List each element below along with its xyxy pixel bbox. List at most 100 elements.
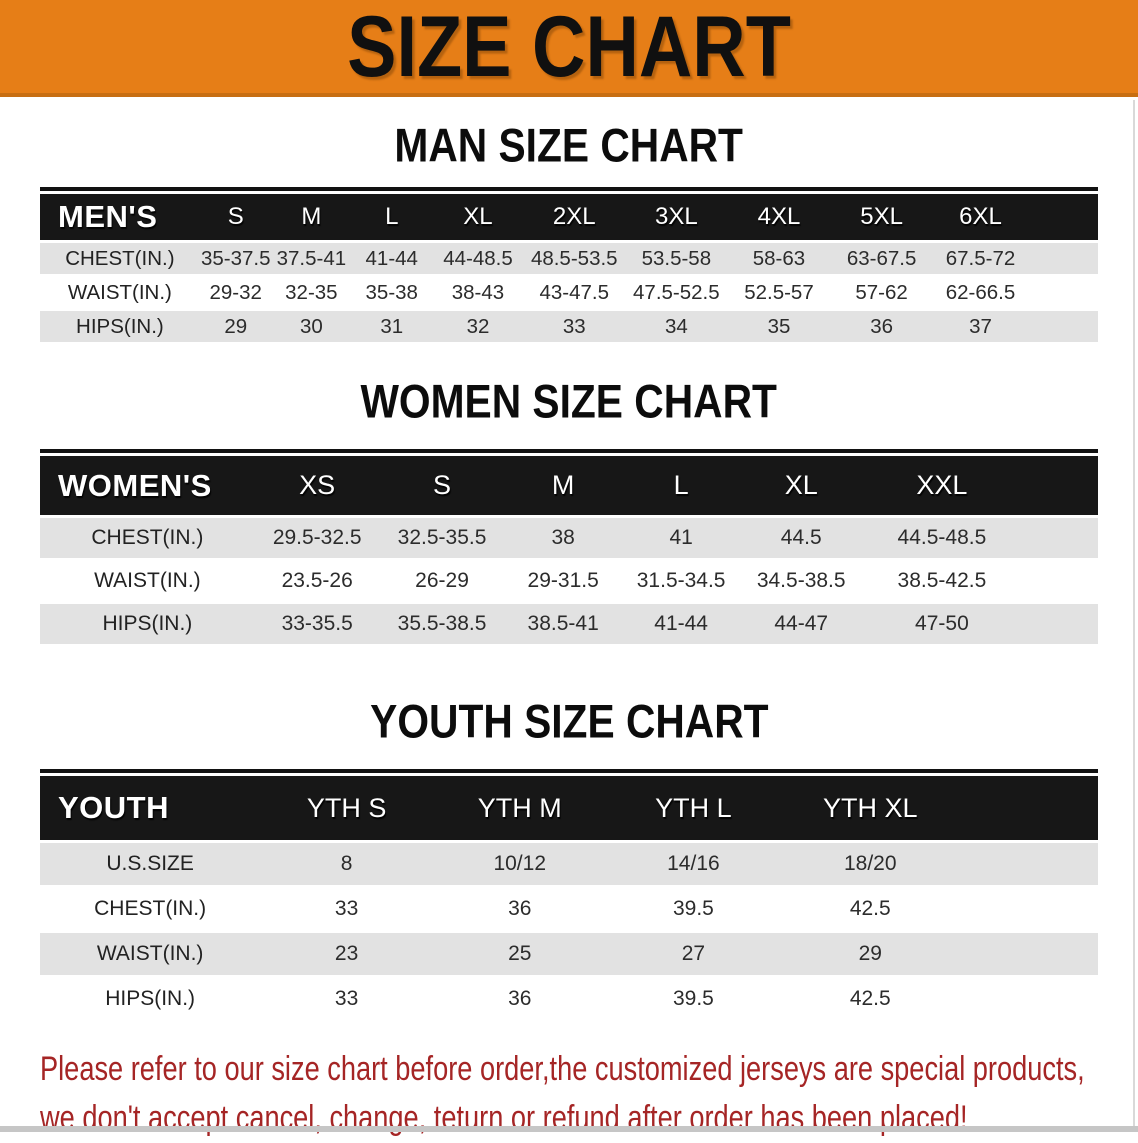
size-column-header: L — [621, 456, 741, 516]
banner-title: SIZE CHART — [347, 0, 791, 95]
table-cell: 31.5-34.5 — [621, 561, 741, 602]
table-cell: 36 — [432, 978, 607, 1021]
table-row: WAIST(IN.) 29-32 32-35 35-38 38-43 43-47.5 47.… — [40, 277, 1098, 309]
women-section-heading-text: WOMEN SIZE CHART — [360, 375, 778, 428]
table-cell: 32-35 — [271, 277, 352, 309]
row-label: HIPS(IN.) — [40, 604, 255, 645]
table-cell: 42.5 — [780, 888, 961, 931]
table-cell: 30 — [271, 311, 352, 343]
spacer-cell — [1028, 277, 1098, 309]
table-cell: 36 — [830, 311, 933, 343]
table-cell: 31 — [351, 311, 433, 343]
table-cell: 41 — [621, 518, 741, 559]
table-cell: 10/12 — [432, 843, 607, 886]
header-row: YOUTH YTH S YTH M YTH L YTH XL — [40, 776, 1098, 841]
bottom-edge-divider — [0, 1126, 1138, 1132]
table-group-label: MEN'S — [40, 194, 200, 241]
table-cell: 34 — [625, 311, 728, 343]
spacer-cell — [1028, 194, 1098, 241]
table-cell: 38-43 — [432, 277, 524, 309]
table-row: HIPS(IN.) 29 30 31 32 33 34 35 36 37 — [40, 311, 1098, 343]
row-label: WAIST(IN.) — [40, 933, 261, 976]
table-cell: 52.5-57 — [727, 277, 831, 309]
size-column-header: 2XL — [523, 194, 626, 241]
table-cell: 38 — [504, 518, 622, 559]
table-cell: 32 — [432, 311, 524, 343]
table-cell: 44-48.5 — [432, 243, 524, 275]
size-column-header: YTH S — [260, 776, 433, 841]
size-column-header: 3XL — [625, 194, 728, 241]
spacer-cell — [960, 888, 1098, 931]
table-cell: 37 — [932, 311, 1029, 343]
table-cell: 35-38 — [351, 277, 433, 309]
table-cell: 39.5 — [606, 978, 781, 1021]
size-column-header: 4XL — [727, 194, 831, 241]
row-label: CHEST(IN.) — [40, 888, 261, 931]
row-label: WAIST(IN.) — [40, 561, 255, 602]
table-row: WAIST(IN.) 23 25 27 29 — [40, 933, 1098, 976]
spacer-cell — [1021, 561, 1098, 602]
spacer-cell — [960, 776, 1098, 841]
row-label: U.S.SIZE — [40, 843, 261, 886]
size-column-header: XL — [740, 456, 863, 516]
right-edge-divider — [1133, 100, 1135, 1126]
table-cell: 44.5-48.5 — [862, 518, 1022, 559]
man-section-heading-text: MAN SIZE CHART — [394, 119, 744, 172]
row-label: HIPS(IN.) — [40, 978, 261, 1021]
table-cell: 63-67.5 — [830, 243, 933, 275]
table-cell: 47-50 — [862, 604, 1022, 645]
table-cell: 25 — [432, 933, 607, 976]
table-cell: 42.5 — [780, 978, 961, 1021]
table-cell: 33-35.5 — [254, 604, 380, 645]
table-cell: 44-47 — [740, 604, 863, 645]
spacer-cell — [1028, 243, 1098, 275]
row-label: WAIST(IN.) — [40, 277, 200, 309]
size-column-header: XXL — [862, 456, 1022, 516]
table-row: CHEST(IN.) 33 36 39.5 42.5 — [40, 888, 1098, 931]
table-cell: 62-66.5 — [932, 277, 1029, 309]
table-cell: 38.5-41 — [504, 604, 622, 645]
youth-size-table: YOUTH YTH S YTH M YTH L YTH XL U.S.SIZE 8 10/12… — [40, 769, 1098, 1023]
table-cell: 26-29 — [379, 561, 505, 602]
size-column-header: XS — [254, 456, 380, 516]
row-label: HIPS(IN.) — [40, 311, 200, 343]
table-cell: 48.5-53.5 — [523, 243, 626, 275]
disclaimer-line-1: Please refer to our size chart before or… — [40, 1050, 1085, 1089]
table-cell: 35-37.5 — [199, 243, 272, 275]
table-cell: 33 — [260, 978, 433, 1021]
table-cell: 29-31.5 — [504, 561, 622, 602]
table-cell: 58-63 — [727, 243, 831, 275]
table-cell: 38.5-42.5 — [862, 561, 1022, 602]
table-cell: 32.5-35.5 — [379, 518, 505, 559]
table-cell: 36 — [432, 888, 607, 931]
disclaimer: Please refer to our size chart before or… — [40, 1045, 1138, 1143]
table-cell: 29 — [199, 311, 272, 343]
table-row: WAIST(IN.) 23.5-26 26-29 29-31.5 31.5-34.5 34… — [40, 561, 1098, 602]
table-cell: 18/20 — [780, 843, 961, 886]
row-label: CHEST(IN.) — [40, 243, 200, 275]
man-section-heading: MAN SIZE CHART — [0, 119, 1138, 172]
table-cell: 34.5-38.5 — [740, 561, 863, 602]
table-row: CHEST(IN.) 35-37.5 37.5-41 41-44 44-48.5 48.5… — [40, 243, 1098, 275]
spacer-cell — [1021, 518, 1098, 559]
spacer-cell — [960, 843, 1098, 886]
women-section-heading: WOMEN SIZE CHART — [0, 375, 1138, 428]
table-group-label: WOMEN'S — [40, 456, 255, 516]
table-row: U.S.SIZE 8 10/12 14/16 18/20 — [40, 843, 1098, 886]
table-cell: 35.5-38.5 — [379, 604, 505, 645]
table-cell: 33 — [260, 888, 433, 931]
table-cell: 33 — [523, 311, 626, 343]
spacer-cell — [1021, 456, 1098, 516]
table-cell: 53.5-58 — [625, 243, 728, 275]
table-cell: 23.5-26 — [254, 561, 380, 602]
table-row: HIPS(IN.) 33 36 39.5 42.5 — [40, 978, 1098, 1021]
womens-size-table: WOMEN'S XS S M L XL XXL CHEST(IN.) 29.5-32.5 32.5… — [40, 449, 1098, 647]
size-column-header: XL — [432, 194, 524, 241]
table-cell: 37.5-41 — [271, 243, 352, 275]
table-cell: 29 — [780, 933, 961, 976]
table-cell: 41-44 — [621, 604, 741, 645]
youth-section-heading-text: YOUTH SIZE CHART — [369, 695, 769, 748]
size-column-header: 6XL — [932, 194, 1029, 241]
disclaimer-line-2: we don't accept cancel, change, teturn o… — [40, 1099, 968, 1138]
spacer-cell — [960, 978, 1098, 1021]
